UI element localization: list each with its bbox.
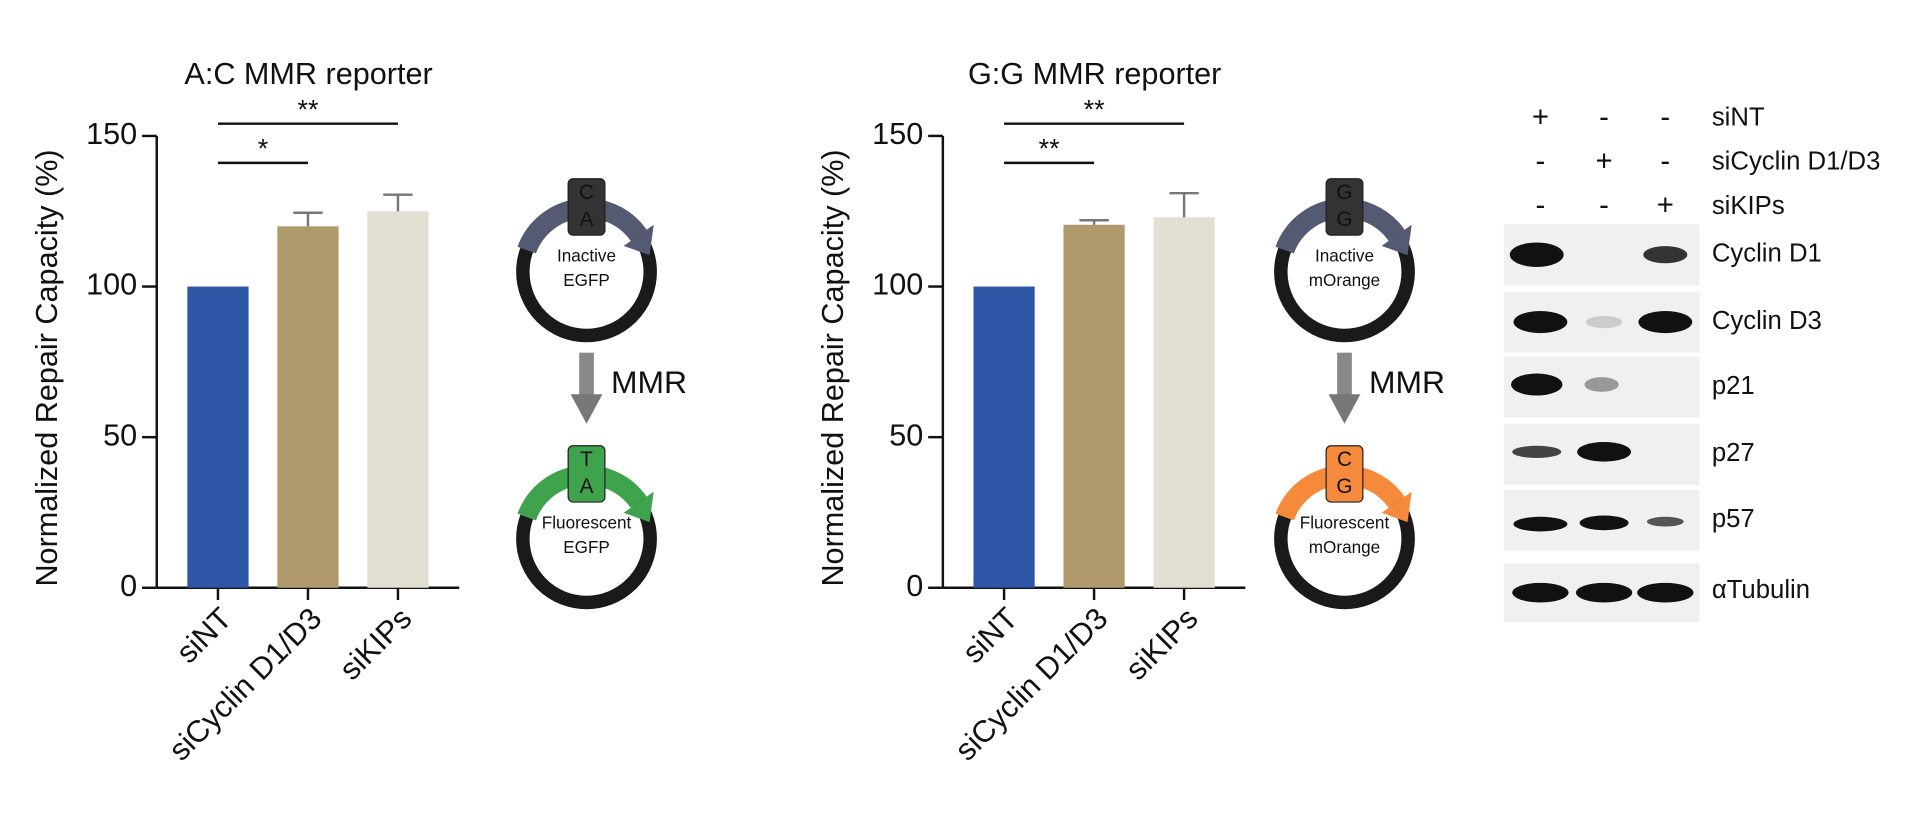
significance-label: ** — [1039, 134, 1060, 164]
arrow-label: MMR — [611, 364, 687, 400]
x-tick-label: siCyclin D1/D3 — [949, 601, 1115, 767]
bar — [277, 226, 339, 588]
plasmid-label: mOrange — [1309, 537, 1380, 557]
y-tick-label: 50 — [103, 418, 137, 452]
band — [1637, 582, 1694, 603]
plasmid-label: EGFP — [563, 270, 610, 290]
plasmid-label: Inactive — [1315, 246, 1374, 266]
arrow-label: MMR — [1369, 364, 1445, 400]
significance-label: ** — [1084, 95, 1105, 125]
band — [1511, 373, 1563, 396]
band — [1575, 582, 1633, 603]
arrow-head — [1328, 394, 1361, 424]
bar — [1063, 224, 1125, 588]
arrow-shaft — [1337, 352, 1352, 397]
significance-label: ** — [297, 95, 318, 125]
band — [1513, 516, 1568, 532]
condition-sign: - — [1599, 101, 1609, 134]
y-tick-label: 0 — [906, 569, 923, 603]
arrow-shaft — [579, 352, 594, 397]
x-tick-label: siCyclin D1/D3 — [162, 601, 328, 767]
arrow-head — [570, 394, 603, 424]
protein-label: p21 — [1712, 372, 1755, 400]
protein-label: p57 — [1712, 505, 1755, 533]
y-tick-label: 150 — [872, 117, 923, 151]
condition-sign: - — [1536, 189, 1546, 222]
base-letter: G — [1336, 181, 1352, 204]
plasmid-arrowhead — [1381, 491, 1412, 523]
condition-sign: + — [1532, 101, 1549, 134]
plasmid-arrowhead — [1381, 224, 1412, 256]
chart-title: A:C MMR reporter — [184, 57, 432, 91]
base-letter: C — [1337, 448, 1352, 471]
base-letter: G — [1336, 475, 1352, 498]
y-tick-label: 100 — [86, 268, 137, 302]
y-axis-label: Normalized Repair Capacity (%) — [30, 149, 64, 586]
condition-name: siCyclin D1/D3 — [1712, 148, 1881, 176]
band — [1579, 515, 1629, 531]
y-tick-label: 100 — [872, 268, 923, 302]
chart-title: G:G MMR reporter — [968, 57, 1221, 91]
condition-sign: - — [1660, 101, 1670, 134]
plasmid-label: mOrange — [1309, 270, 1380, 290]
bar — [973, 286, 1035, 588]
band — [1646, 516, 1684, 527]
band — [1509, 242, 1564, 267]
plasmid-arrowhead — [623, 224, 654, 256]
base-pair-box — [567, 178, 606, 236]
protein-label: Cyclin D3 — [1712, 307, 1822, 335]
bar — [187, 286, 249, 588]
protein-label: p27 — [1712, 439, 1755, 467]
y-tick-label: 150 — [86, 117, 137, 151]
condition-sign: + — [1596, 145, 1613, 178]
condition-sign: - — [1599, 189, 1609, 222]
bar — [367, 211, 429, 588]
plasmid-label: Fluorescent — [542, 513, 632, 533]
x-tick-label: siNT — [170, 601, 239, 670]
x-tick-label: siKIPs — [1119, 601, 1204, 686]
protein-label: Cyclin D1 — [1712, 240, 1822, 268]
band — [1513, 311, 1568, 334]
base-letter: C — [579, 181, 594, 204]
band — [1585, 315, 1623, 329]
condition-sign: - — [1660, 145, 1670, 178]
condition-sign: - — [1536, 145, 1546, 178]
condition-sign: + — [1657, 189, 1674, 222]
base-pair-box — [1325, 445, 1364, 503]
band — [1584, 377, 1619, 392]
base-pair-box — [567, 445, 606, 503]
base-letter: A — [580, 475, 594, 498]
plasmid-label: EGFP — [563, 537, 610, 557]
condition-name: siKIPs — [1712, 192, 1785, 220]
condition-name: siNT — [1712, 104, 1765, 132]
plasmid-label: Inactive — [557, 246, 616, 266]
band — [1643, 246, 1688, 264]
x-tick-label: siNT — [956, 601, 1025, 670]
band — [1512, 582, 1569, 603]
base-letter: G — [1336, 208, 1352, 231]
plasmid-arrowhead — [623, 491, 654, 523]
x-tick-label: siKIPs — [333, 601, 418, 686]
base-letter: T — [580, 448, 593, 471]
plasmid-label: Fluorescent — [1300, 513, 1390, 533]
band — [1512, 445, 1562, 458]
blot-bands — [1503, 224, 1700, 623]
bar — [1153, 217, 1215, 588]
base-letter: A — [580, 208, 594, 231]
y-tick-label: 0 — [120, 569, 137, 603]
band — [1638, 311, 1693, 334]
band — [1577, 442, 1632, 462]
significance-label: * — [258, 134, 269, 164]
protein-label: αTubulin — [1712, 576, 1810, 604]
base-pair-box — [1325, 178, 1364, 236]
y-axis-label: Normalized Repair Capacity (%) — [816, 149, 850, 586]
y-tick-label: 50 — [889, 418, 923, 452]
